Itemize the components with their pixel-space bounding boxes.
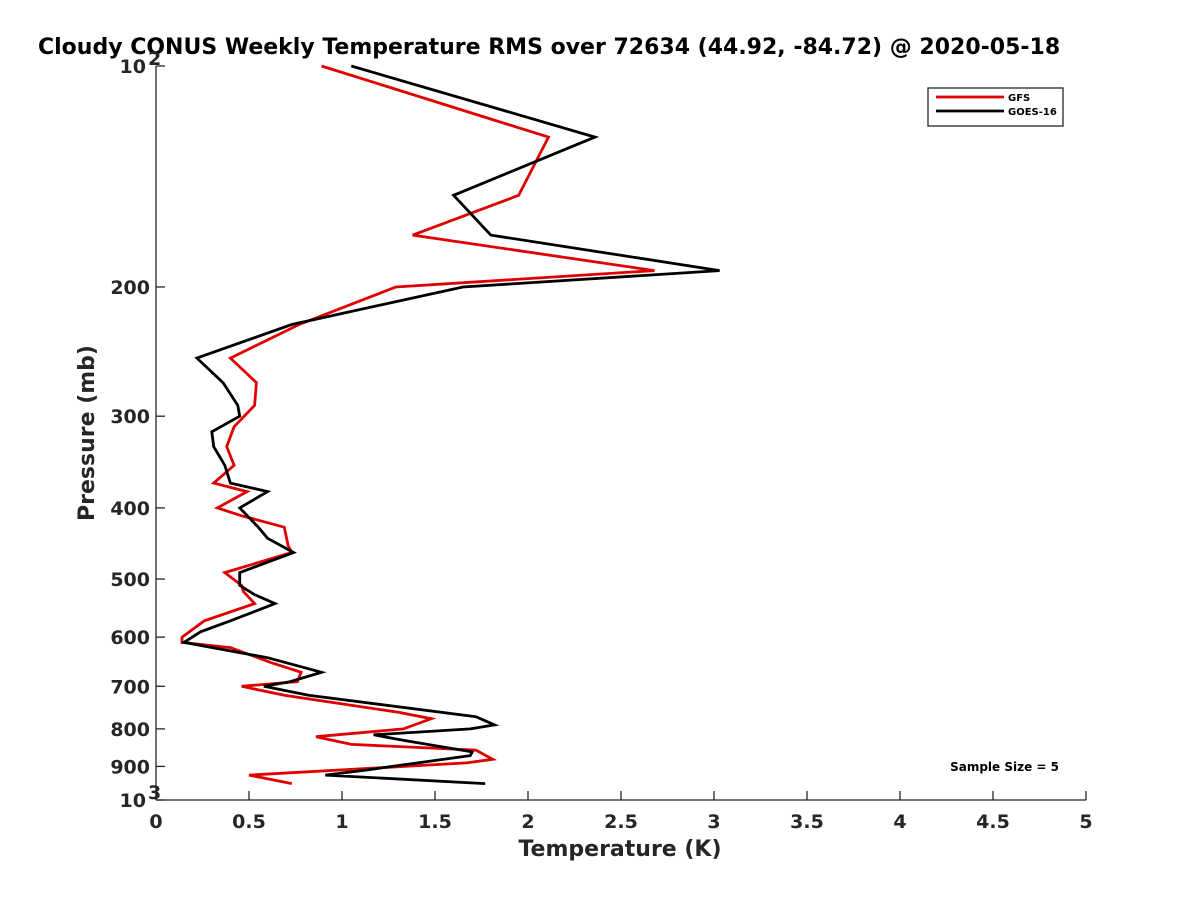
- legend-label-gfs: GFS: [1008, 93, 1030, 104]
- x-axis-label: Temperature (K): [518, 837, 721, 862]
- y-tick-exponent: 2: [148, 48, 161, 70]
- x-axis: 0 0.5 1 1.5 2 2.5 3 3.5 4 4.5 5: [149, 791, 1093, 833]
- y-tick-label: 300: [110, 406, 150, 428]
- x-tick-label: 1: [335, 811, 348, 833]
- y-tick-label: 10: [120, 56, 146, 78]
- x-tick-label: 0.5: [232, 811, 266, 833]
- x-tick-label: 2.5: [604, 811, 638, 833]
- y-tick-label: 200: [110, 277, 150, 299]
- legend-box: [927, 87, 1064, 127]
- x-tick-label: 0: [149, 811, 162, 833]
- y-tick-label: 400: [110, 498, 150, 520]
- y-tick-label: 10: [120, 790, 146, 812]
- series-layer: [180, 64, 720, 785]
- y-tick-label: 500: [110, 569, 150, 591]
- chart-title: Cloudy CONUS Weekly Temperature RMS over…: [38, 35, 1060, 60]
- series-line-gfs: [180, 64, 655, 785]
- x-tick-label: 5: [1079, 811, 1092, 833]
- x-tick-label: 1.5: [418, 811, 452, 833]
- series-line-goes-16: [180, 64, 720, 785]
- y-tick-label: 800: [110, 719, 150, 741]
- y-tick-label: 900: [110, 756, 150, 778]
- sample-size-annotation: Sample Size = 5: [950, 760, 1059, 774]
- y-tick-label: 700: [110, 676, 150, 698]
- y-axis-label: Pressure (mb): [75, 345, 100, 521]
- legend: GFS GOES-16: [927, 87, 1064, 127]
- x-tick-label: 2: [521, 811, 534, 833]
- legend-label-goes-16: GOES-16: [1008, 107, 1057, 118]
- x-tick-label: 4.5: [976, 811, 1010, 833]
- y-tick-exponent: 3: [148, 782, 161, 804]
- x-tick-label: 3.5: [790, 811, 824, 833]
- x-tick-label: 3: [707, 811, 720, 833]
- x-tick-label: 4: [893, 811, 906, 833]
- y-tick-label: 600: [110, 627, 150, 649]
